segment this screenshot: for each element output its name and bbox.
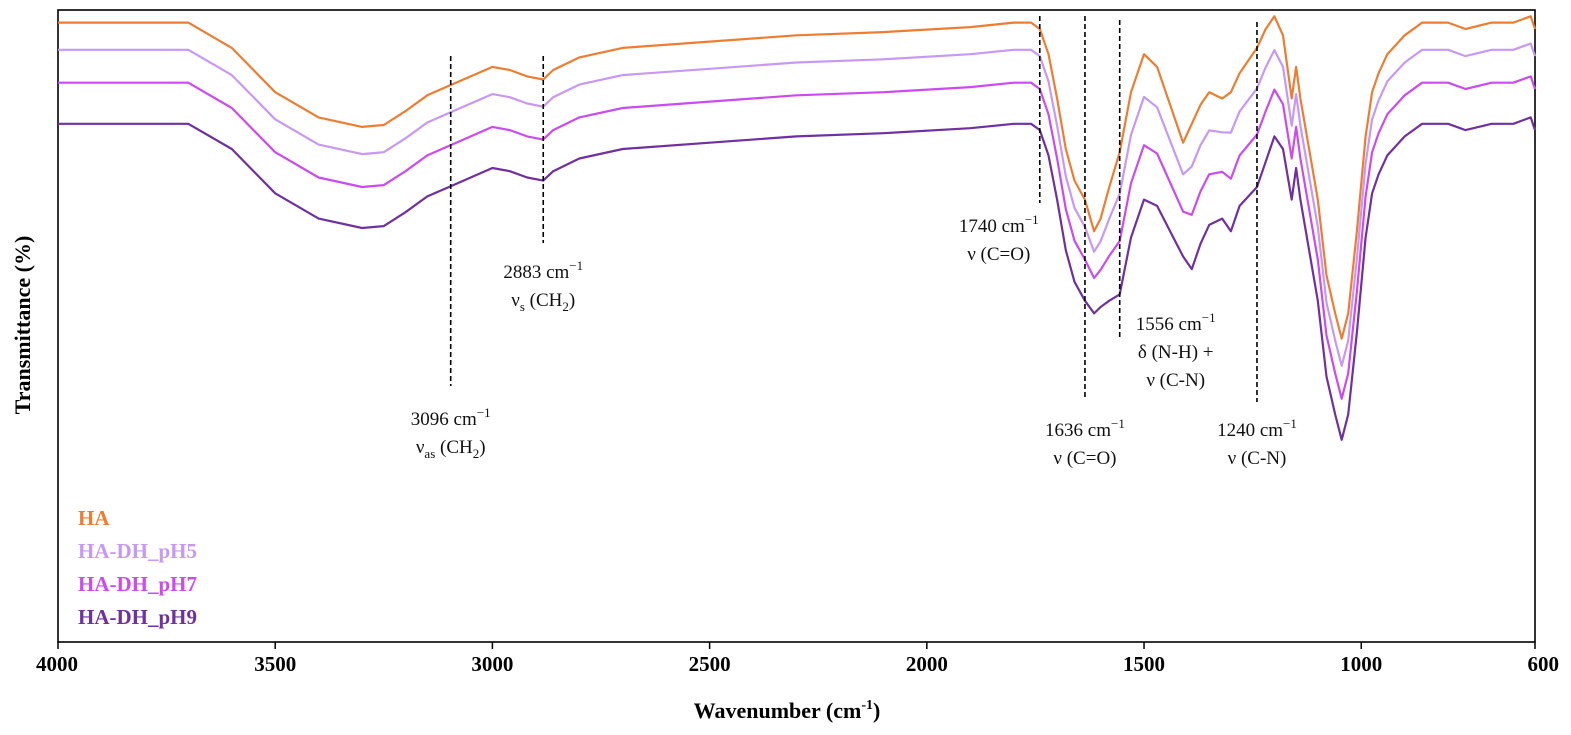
legend-item-ha-dh-ph9: HA-DH_pH9 [78, 605, 197, 629]
series-line-ha [58, 15, 1537, 340]
marker-assignment-1636: ν (C=O) [1053, 448, 1116, 469]
marker-label-3096: 3096 cm−1 [411, 405, 491, 430]
marker-label-2883: 2883 cm−1 [503, 258, 583, 283]
x-tick-label: 1000 [1340, 652, 1382, 676]
series-line-ha-dh-ph5 [58, 42, 1537, 367]
marker-assignment-extra-1556: ν (C-N) [1146, 370, 1205, 391]
x-tick-label: 2000 [906, 652, 948, 676]
plot-frame [57, 9, 1536, 643]
series-line-ha-dh-ph9 [58, 116, 1537, 441]
y-axis-title: Transmittance (%) [10, 236, 35, 415]
marker-label-1240: 1240 cm−1 [1217, 416, 1297, 441]
x-tick-label: 1500 [1123, 652, 1165, 676]
x-tick-label: 2500 [689, 652, 731, 676]
marker-label-1740: 1740 cm−1 [959, 212, 1039, 237]
x-axis-title: Wavenumber (cm-1) [694, 698, 881, 723]
legend: HA HA-DH_pH5 HA-DH_pH7 HA-DH_pH9 [78, 506, 197, 629]
marker-label-1636: 1636 cm−1 [1045, 416, 1125, 441]
x-axis-ticks: 4000 3500 3000 2500 2000 1500 1000 600 [36, 642, 1559, 676]
x-axis-title-text: Wavenumber (cm [694, 698, 862, 723]
annotation-layer: 3096 cm−1 νas (CH2) 2883 cm−1 νs (CH2) 1740 … [411, 16, 1297, 469]
marker-assignment-1740: ν (C=O) [967, 244, 1030, 265]
marker-assignment-3096: νas (CH2) [416, 437, 486, 461]
marker-label-1556: 1556 cm−1 [1136, 310, 1216, 335]
legend-item-ha: HA [78, 506, 110, 530]
x-tick-label: 600 [1528, 652, 1560, 676]
series-line-ha-dh-ph7 [58, 75, 1537, 400]
x-axis-title-sup: -1 [861, 698, 873, 713]
x-tick-label: 4000 [36, 652, 78, 676]
x-tick-label: 3000 [471, 652, 513, 676]
x-tick-label: 3500 [254, 652, 296, 676]
legend-item-ha-dh-ph5: HA-DH_pH5 [78, 539, 197, 563]
marker-assignment-1556: δ (N-H) + [1138, 342, 1214, 363]
x-axis-title-close: ) [873, 698, 880, 723]
series-layer [58, 15, 1537, 441]
marker-assignment-2883: νs (CH2) [511, 290, 575, 314]
legend-item-ha-dh-ph7: HA-DH_pH7 [78, 572, 197, 596]
marker-assignment-1240: ν (C-N) [1228, 448, 1287, 469]
